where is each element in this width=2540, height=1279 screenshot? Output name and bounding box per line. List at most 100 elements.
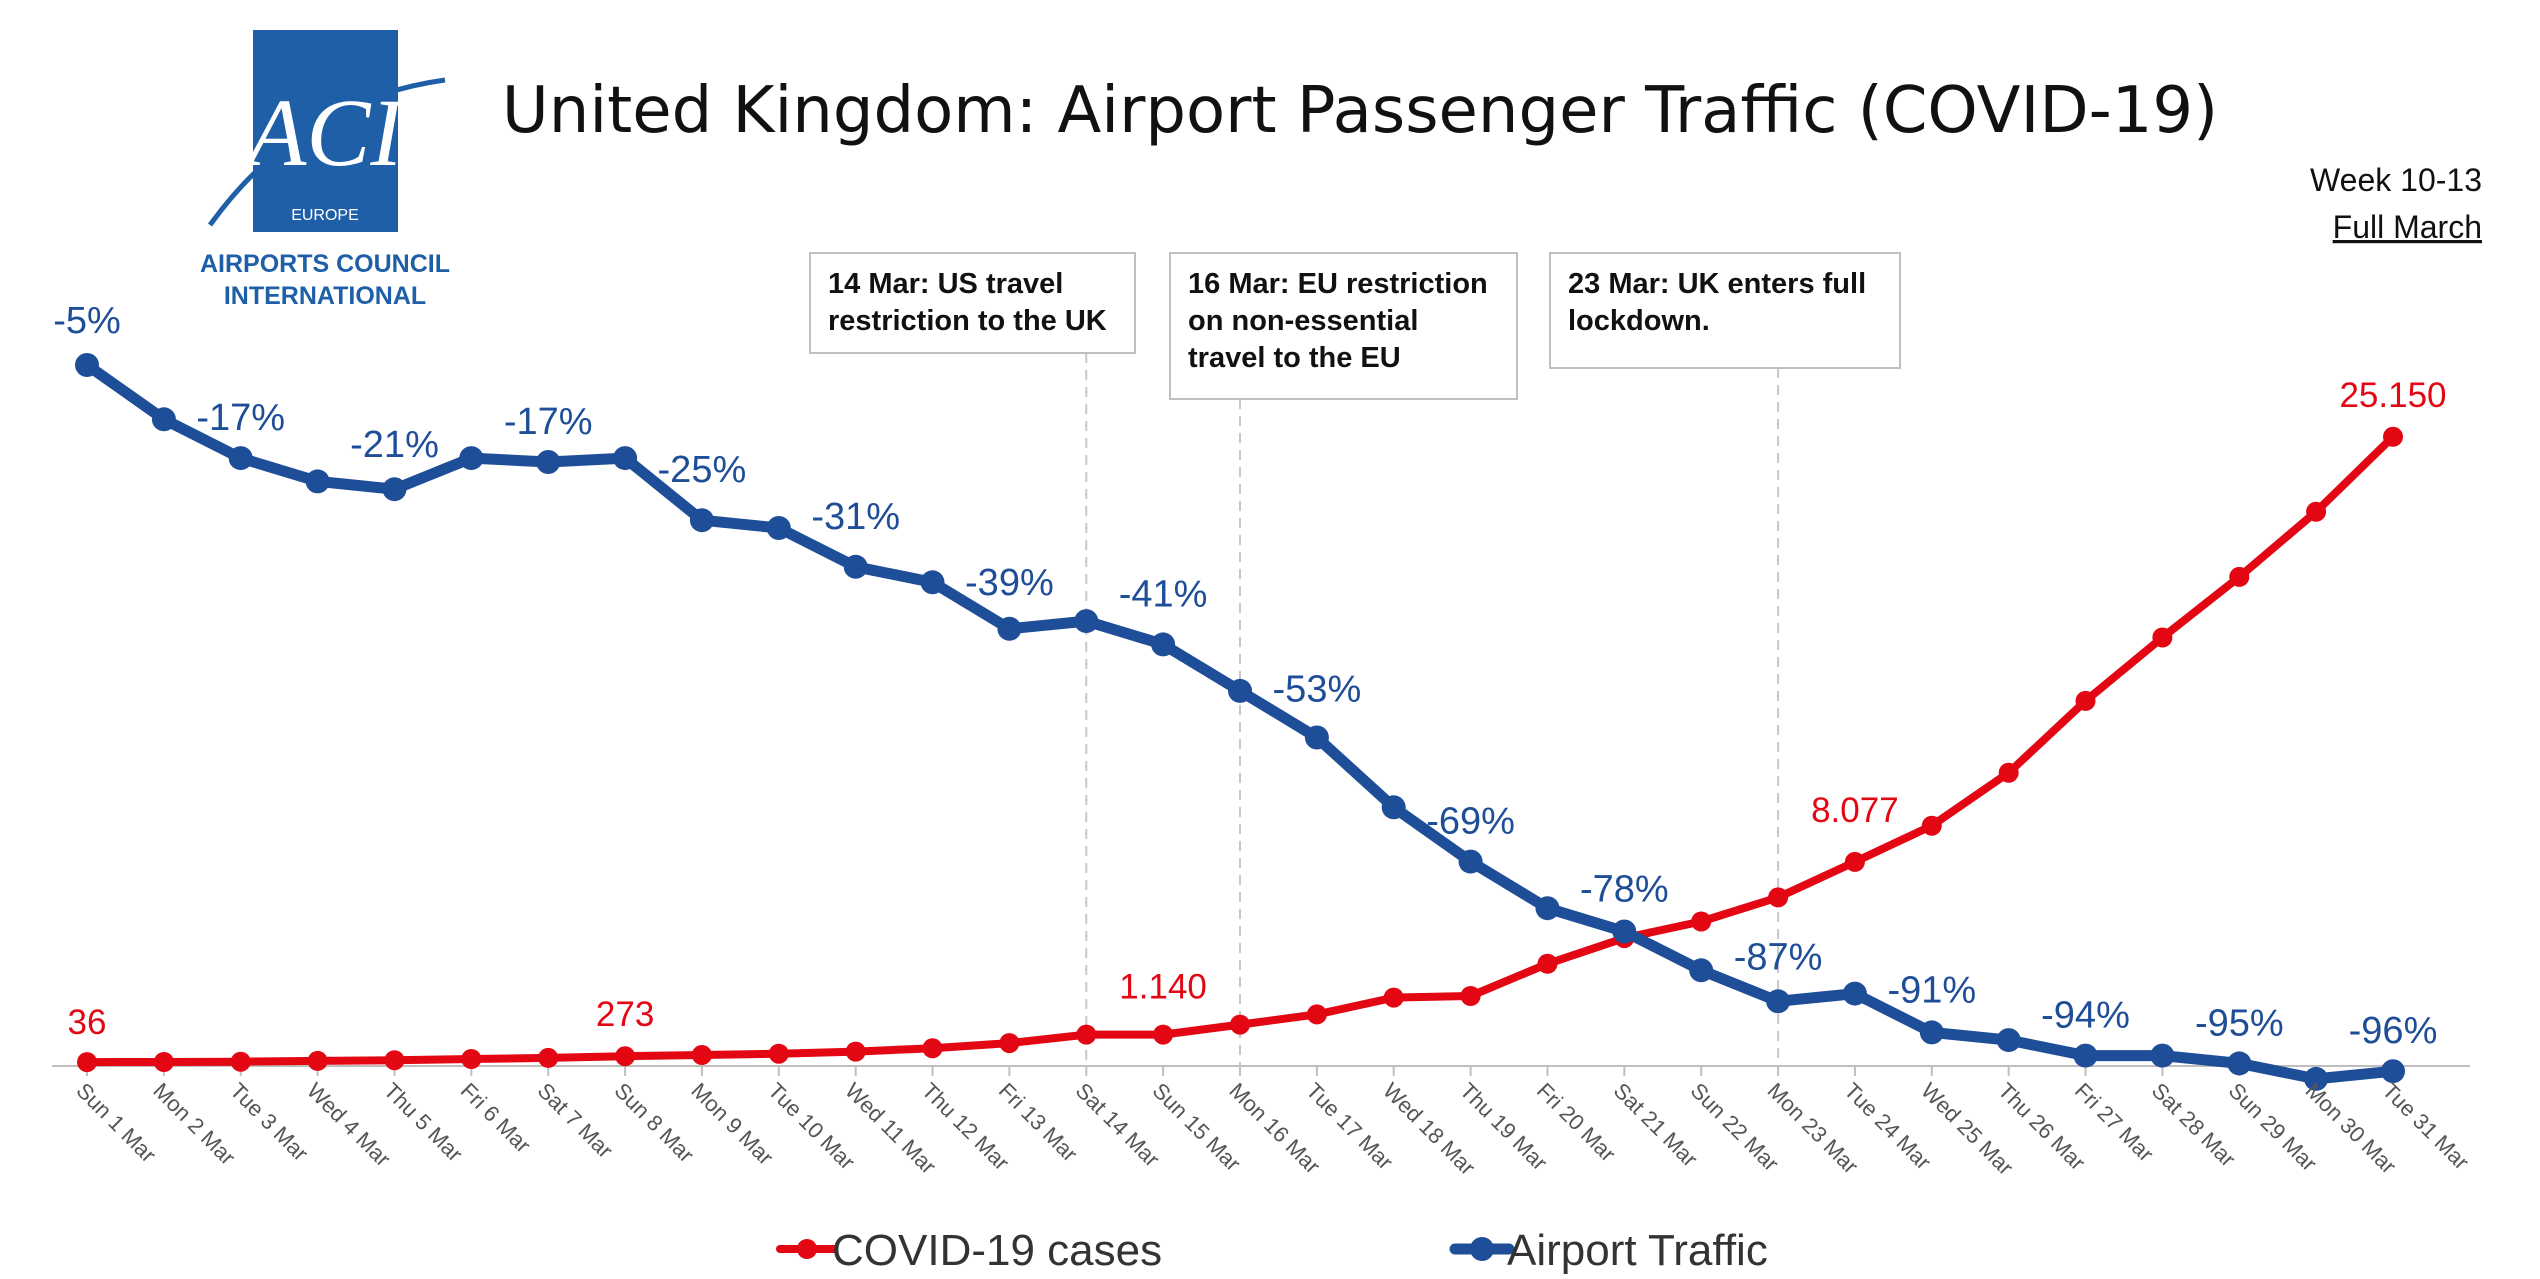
covid-point [2383, 426, 2403, 447]
covid-point [845, 1041, 866, 1062]
traffic-point [997, 616, 1022, 641]
annotation-text: lockdown. [1568, 305, 1710, 337]
covid-point [1460, 986, 1481, 1006]
covid-point [1153, 1024, 1174, 1045]
traffic-data-label: -78% [1580, 869, 1669, 911]
covid-data-label: 25.150 [2339, 376, 2446, 415]
traffic-point [2150, 1043, 2175, 1068]
annotation-box [1169, 252, 1518, 400]
traffic-data-label: -53% [1273, 669, 1362, 711]
traffic-data-label: -69% [1426, 801, 1515, 843]
traffic-point [382, 477, 407, 502]
aci-logo-line1: AIRPORTS COUNCIL [200, 250, 450, 278]
covid-point [1691, 911, 1712, 932]
legend-swatch-marker [1470, 1237, 1494, 1261]
covid-point [1921, 815, 1942, 836]
traffic-point [1381, 795, 1406, 820]
traffic-data-label: -17% [504, 401, 593, 443]
covid-data-label: 273 [596, 995, 654, 1034]
traffic-point [1842, 981, 1867, 1006]
traffic-point [2304, 1066, 2329, 1091]
annotation-text: restriction to the UK [828, 305, 1107, 337]
covid-point [77, 1052, 97, 1073]
traffic-data-label: -31% [811, 496, 900, 538]
covid-series [77, 426, 2403, 1073]
annotation-text: 14 Mar: US travel [828, 268, 1063, 300]
x-tick-label: Sun 8 Mar [610, 1078, 699, 1167]
covid-point [230, 1051, 251, 1072]
legend-label: COVID-19 cases [832, 1226, 1162, 1275]
subtitle-week: Week 10-13 [2310, 162, 2482, 198]
aci-logo-box [253, 30, 398, 232]
covid-point [1383, 987, 1404, 1008]
covid-point [2075, 690, 2096, 711]
subtitle-period: Full March [2333, 209, 2482, 245]
legend-label: Airport Traffic [1507, 1226, 1768, 1275]
x-tick-label: Sat 7 Mar [533, 1078, 618, 1163]
x-tick-label: Mon 9 Mar [686, 1078, 778, 1170]
traffic-point [766, 516, 791, 540]
aci-logo-mark: ACI [242, 79, 407, 186]
covid-point [1998, 762, 2019, 783]
covid-point [1306, 1004, 1327, 1025]
x-tick-label: Sun 1 Mar [71, 1078, 160, 1167]
covid-point [307, 1050, 328, 1071]
covid-point [384, 1050, 405, 1071]
traffic-point [536, 450, 561, 474]
annotation-box [809, 252, 1136, 354]
covid-point [1230, 1014, 1250, 1035]
traffic-point [1228, 678, 1252, 703]
covid-point [2306, 501, 2327, 522]
traffic-point [689, 508, 714, 533]
traffic-data-label: -95% [2195, 1002, 2284, 1044]
traffic-data-label: -25% [658, 449, 747, 491]
annotation-text: 23 Mar: UK enters full [1568, 268, 1866, 300]
event-lines [1085, 353, 1780, 1066]
traffic-point [1689, 958, 1714, 983]
event-annotations: 14 Mar: US travel restriction to the UK 16… [809, 252, 1901, 400]
traffic-data-label: -96% [2349, 1010, 2438, 1052]
covid-point [1537, 953, 1558, 974]
covid-point [1768, 887, 1789, 908]
covid-point [1844, 851, 1865, 872]
x-tick-label: Mon 2 Mar [148, 1078, 240, 1170]
traffic-point [228, 446, 253, 471]
covid-point [999, 1033, 1020, 1054]
traffic-point [1151, 632, 1176, 657]
covid-point [153, 1052, 174, 1072]
traffic-point [2227, 1051, 2252, 1076]
traffic-point [1074, 609, 1099, 634]
traffic-point [1766, 989, 1791, 1014]
annotation-text: 16 Mar: EU restriction [1188, 268, 1488, 300]
traffic-point [305, 469, 330, 494]
traffic-data-label: -39% [965, 562, 1054, 604]
annotation-text: on non-essential [1188, 305, 1418, 337]
x-axis [52, 1065, 2470, 1076]
covid-point [615, 1046, 636, 1067]
traffic-data-label: -17% [196, 397, 285, 439]
traffic-point [1996, 1028, 2021, 1053]
traffic-series [75, 353, 2405, 1091]
covid-point [768, 1043, 789, 1064]
covid-point [2229, 566, 2250, 587]
covid-data-label: 36 [68, 1003, 107, 1042]
x-tick-label: Fri 6 Mar [456, 1078, 536, 1158]
covid-point [461, 1049, 482, 1069]
traffic-data-label: -91% [1887, 969, 1976, 1011]
traffic-point [1458, 849, 1483, 874]
traffic-point [843, 554, 868, 579]
traffic-point [1612, 919, 1637, 944]
annotation-text: travel to the EU [1188, 342, 1401, 374]
traffic-point [1535, 896, 1560, 921]
covid-point [538, 1047, 559, 1068]
traffic-point [2073, 1043, 2098, 1068]
traffic-point [613, 446, 638, 471]
aci-logo: ACI EUROPE AIRPORTS COUNCIL INTERNATIONA… [200, 30, 450, 310]
traffic-point [1304, 725, 1329, 750]
aci-logo-swoosh [207, 77, 446, 227]
traffic-data-label: -5% [53, 300, 121, 342]
traffic-data-label: -94% [2041, 995, 2130, 1037]
covid-data-label: 8.077 [1811, 791, 1899, 830]
